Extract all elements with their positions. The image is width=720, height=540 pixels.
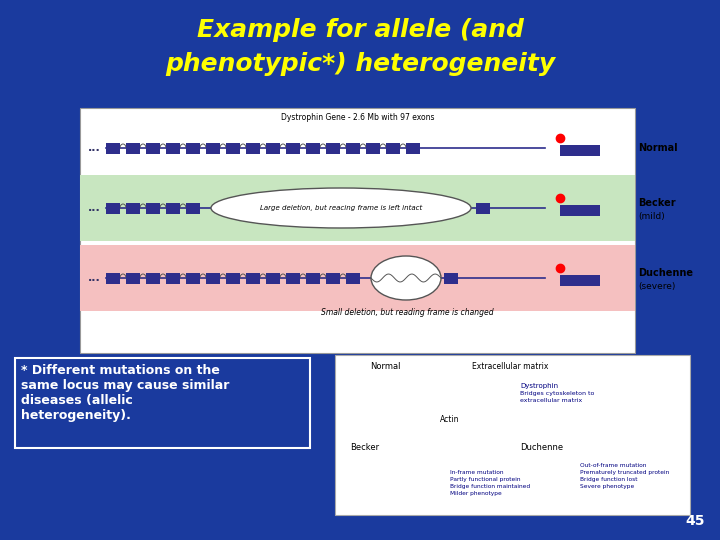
Text: Dystrophin Gene - 2.6 Mb with 97 exons: Dystrophin Gene - 2.6 Mb with 97 exons (281, 113, 434, 122)
Text: Severe phenotype: Severe phenotype (580, 484, 634, 489)
Text: Becker: Becker (350, 443, 379, 452)
FancyBboxPatch shape (166, 273, 180, 284)
Text: Duchenne: Duchenne (638, 268, 693, 278)
FancyBboxPatch shape (560, 205, 600, 215)
Text: Normal: Normal (638, 143, 678, 153)
Text: Example for allele (and: Example for allele (and (197, 18, 523, 42)
Text: Out-of-frame mutation: Out-of-frame mutation (580, 463, 647, 468)
FancyBboxPatch shape (80, 245, 635, 311)
Text: extracellular matrix: extracellular matrix (520, 398, 582, 403)
Text: (severe): (severe) (638, 281, 675, 291)
FancyBboxPatch shape (326, 273, 340, 284)
Ellipse shape (211, 188, 471, 228)
Text: Bridge function maintained: Bridge function maintained (450, 484, 530, 489)
Text: Milder phenotype: Milder phenotype (450, 491, 502, 496)
FancyBboxPatch shape (206, 273, 220, 284)
FancyBboxPatch shape (286, 273, 300, 284)
FancyBboxPatch shape (106, 202, 120, 213)
FancyBboxPatch shape (106, 143, 120, 153)
FancyBboxPatch shape (106, 273, 120, 284)
FancyBboxPatch shape (186, 143, 200, 153)
Text: Normal: Normal (370, 362, 400, 371)
Text: ...: ... (88, 273, 101, 283)
Text: ...: ... (88, 203, 101, 213)
Text: Bridges cytoskeleton to: Bridges cytoskeleton to (520, 391, 595, 396)
FancyBboxPatch shape (406, 143, 420, 153)
Text: phenotypic*) heterogeneity: phenotypic*) heterogeneity (165, 52, 555, 76)
FancyBboxPatch shape (246, 273, 260, 284)
FancyBboxPatch shape (15, 358, 310, 448)
Text: * Different mutations on the
same locus may cause similar
diseases (allelic
hete: * Different mutations on the same locus … (21, 364, 230, 422)
Text: Duchenne: Duchenne (520, 443, 563, 452)
Text: Becker: Becker (638, 198, 675, 208)
FancyBboxPatch shape (186, 202, 200, 213)
Text: Actin: Actin (440, 415, 459, 424)
FancyBboxPatch shape (186, 273, 200, 284)
FancyBboxPatch shape (560, 274, 600, 286)
Text: Extracellular matrix: Extracellular matrix (472, 362, 548, 371)
FancyBboxPatch shape (476, 202, 490, 213)
FancyBboxPatch shape (386, 143, 400, 153)
FancyBboxPatch shape (335, 355, 690, 515)
FancyBboxPatch shape (226, 273, 240, 284)
Text: (mild): (mild) (638, 212, 665, 220)
Text: Bridge function lost: Bridge function lost (580, 477, 637, 482)
FancyBboxPatch shape (166, 202, 180, 213)
FancyBboxPatch shape (226, 143, 240, 153)
FancyBboxPatch shape (306, 273, 320, 284)
FancyBboxPatch shape (146, 143, 160, 153)
FancyBboxPatch shape (146, 202, 160, 213)
Text: Large deletion, but reacing frame is left intact: Large deletion, but reacing frame is lef… (260, 205, 422, 211)
FancyBboxPatch shape (266, 273, 280, 284)
FancyBboxPatch shape (80, 108, 635, 353)
Text: In-frame mutation: In-frame mutation (450, 470, 503, 475)
FancyBboxPatch shape (366, 143, 380, 153)
FancyBboxPatch shape (126, 202, 140, 213)
Text: Partly functional protein: Partly functional protein (450, 477, 521, 482)
FancyBboxPatch shape (306, 143, 320, 153)
FancyBboxPatch shape (146, 273, 160, 284)
Text: 45: 45 (685, 514, 705, 528)
FancyBboxPatch shape (246, 143, 260, 153)
FancyBboxPatch shape (560, 145, 600, 156)
Text: Dystrophin: Dystrophin (520, 383, 558, 389)
FancyBboxPatch shape (326, 143, 340, 153)
FancyBboxPatch shape (266, 143, 280, 153)
FancyBboxPatch shape (206, 143, 220, 153)
Text: Small deletion, but reading frame is changed: Small deletion, but reading frame is cha… (321, 308, 494, 317)
FancyBboxPatch shape (166, 143, 180, 153)
FancyBboxPatch shape (444, 273, 458, 284)
Ellipse shape (371, 256, 441, 300)
Text: ...: ... (88, 143, 101, 153)
Text: Prematurely truncated protein: Prematurely truncated protein (580, 470, 670, 475)
FancyBboxPatch shape (80, 175, 635, 241)
FancyBboxPatch shape (126, 143, 140, 153)
FancyBboxPatch shape (346, 273, 360, 284)
FancyBboxPatch shape (346, 143, 360, 153)
FancyBboxPatch shape (286, 143, 300, 153)
FancyBboxPatch shape (126, 273, 140, 284)
